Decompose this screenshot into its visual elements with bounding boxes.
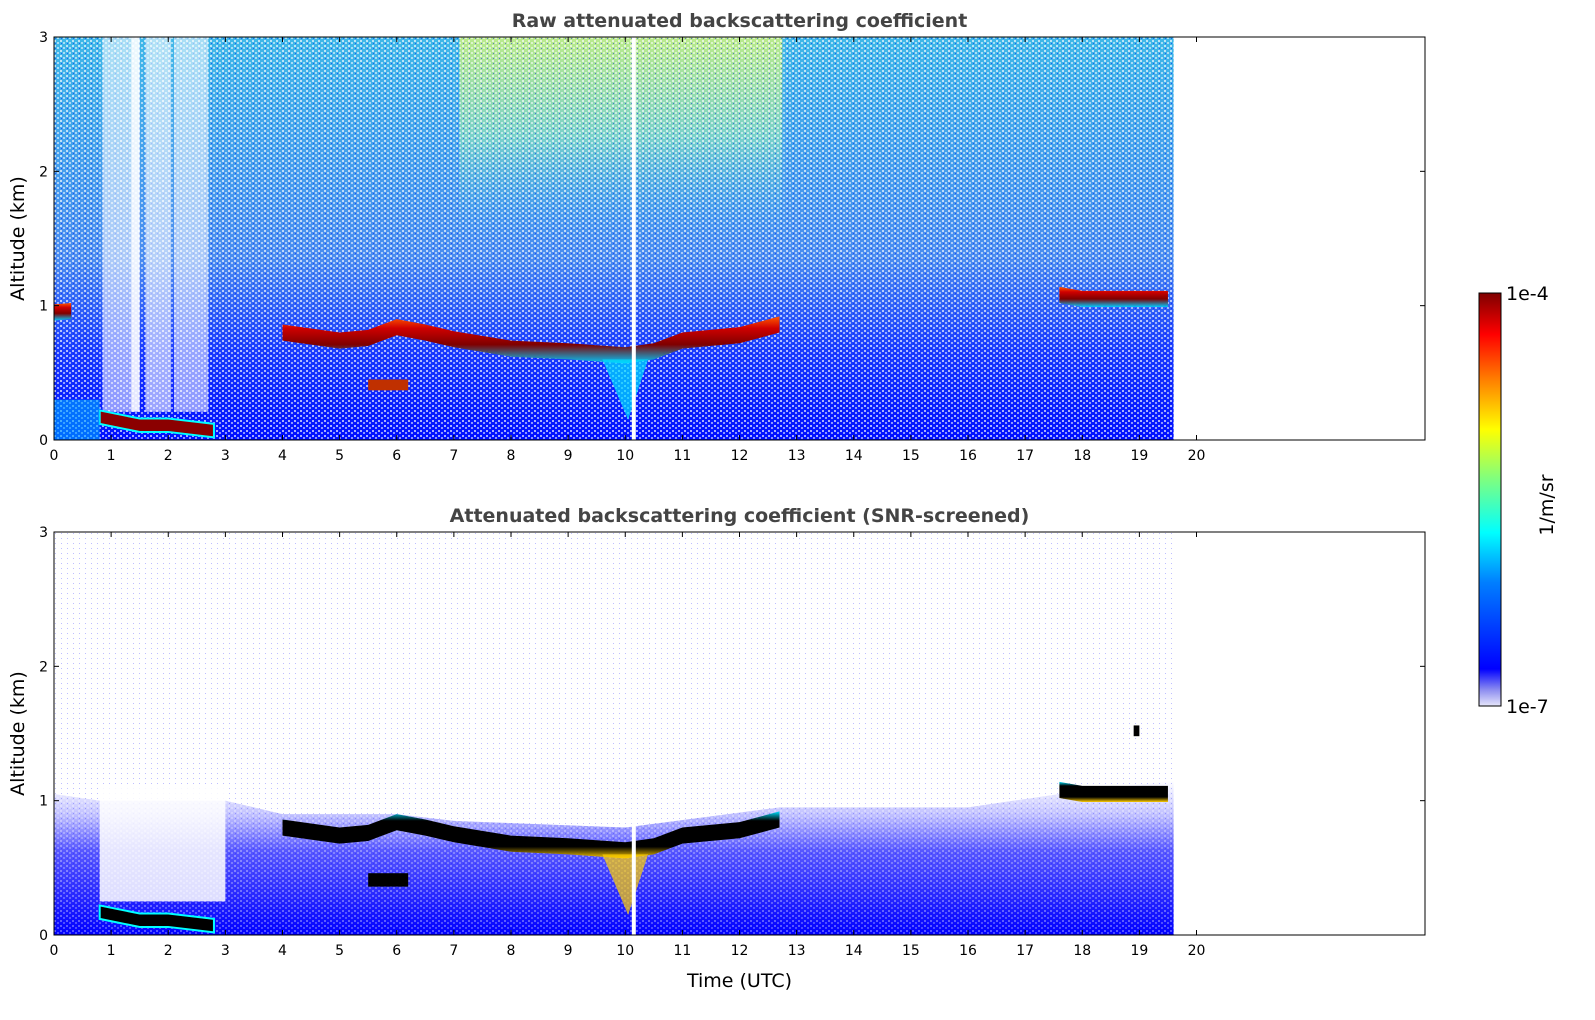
x-tick-label: 1 [107, 448, 116, 464]
x-tick-label: 14 [845, 943, 863, 959]
x-tick-label: 7 [449, 943, 458, 959]
elevated-layer [1133, 725, 1140, 737]
x-tick-label: 10 [616, 943, 634, 959]
x-tick-label: 4 [278, 448, 287, 464]
x-tick-label: 2 [164, 448, 173, 464]
x-tick-label: 8 [507, 943, 516, 959]
surface-layer [54, 399, 100, 440]
x-tick-label: 0 [50, 943, 59, 959]
x-axis-label: Time (UTC) [686, 970, 792, 992]
colorbar-gradient [1478, 292, 1502, 707]
low-level-layer [98, 409, 215, 439]
chart-title: Raw attenuated backscattering coefficien… [512, 10, 968, 32]
x-tick-label: 9 [564, 943, 573, 959]
x-tick-label: 6 [392, 448, 401, 464]
colorbar-label: 1/m/sr [1536, 474, 1558, 535]
x-tick-label: 8 [507, 448, 516, 464]
x-tick-label: 13 [788, 943, 806, 959]
x-tick-label: 20 [1188, 448, 1206, 464]
x-tick-label: 11 [673, 448, 691, 464]
x-tick-label: 14 [845, 448, 863, 464]
y-tick-label: 2 [39, 659, 48, 675]
x-tick-label: 2 [164, 943, 173, 959]
cloud-layer [282, 316, 780, 364]
y-tick-label: 1 [39, 794, 48, 810]
y-tick-label: 0 [39, 928, 48, 944]
x-tick-label: 9 [564, 448, 573, 464]
x-tick-label: 3 [221, 448, 230, 464]
x-tick-label: 18 [1073, 943, 1091, 959]
x-tick-label: 5 [335, 943, 344, 959]
precipitation-streak [602, 854, 649, 915]
x-tick-label: 4 [278, 943, 287, 959]
x-tick-label: 15 [902, 943, 920, 959]
x-tick-label: 12 [731, 448, 749, 464]
x-tick-label: 13 [788, 448, 806, 464]
cloud-layer [282, 811, 780, 859]
y-tick-label: 3 [39, 30, 48, 46]
snr-screened-panel: Attenuated backscattering coefficient (S… [7, 505, 1426, 992]
y-tick-label: 0 [39, 433, 48, 449]
y-tick-label: 3 [39, 525, 48, 541]
y-tick-label: 1 [39, 299, 48, 315]
y-axis-label: Altitude (km) [7, 671, 29, 796]
x-tick-label: 5 [335, 448, 344, 464]
cloud-layer [1059, 781, 1168, 803]
x-tick-label: 3 [221, 943, 230, 959]
x-tick-label: 7 [449, 448, 458, 464]
colorbar-max-label: 1e-4 [1506, 283, 1549, 305]
x-tick-label: 11 [673, 943, 691, 959]
cloud-layer [1059, 286, 1168, 308]
missing-data-band [145, 37, 172, 412]
x-tick-label: 20 [1188, 943, 1206, 959]
x-tick-label: 17 [1016, 943, 1034, 959]
x-tick-label: 19 [1130, 943, 1148, 959]
x-tick-label: 17 [1016, 448, 1034, 464]
x-tick-label: 1 [107, 943, 116, 959]
chart-title: Attenuated backscattering coefficient (S… [450, 505, 1030, 527]
screened-region [99, 787, 226, 902]
colorbar-min-label: 1e-7 [1506, 696, 1549, 718]
secondary-layer [368, 873, 409, 887]
y-axis-label: Altitude (km) [7, 176, 29, 301]
x-tick-label: 15 [902, 448, 920, 464]
x-tick-label: 0 [50, 448, 59, 464]
x-tick-label: 16 [959, 943, 977, 959]
missing-data-band [102, 37, 132, 412]
x-tick-label: 18 [1073, 448, 1091, 464]
colorbar: 1e-4 1e-7 1/m/sr [1478, 283, 1558, 718]
x-tick-label: 6 [392, 943, 401, 959]
y-tick-label: 2 [39, 164, 48, 180]
time-gap [631, 532, 636, 935]
time-gap [631, 37, 636, 440]
secondary-layer [368, 379, 409, 391]
precipitation-streak [602, 359, 649, 420]
cloud-layer [54, 302, 72, 321]
low-level-layer [98, 904, 215, 934]
missing-data-band [131, 37, 140, 412]
missing-data-band [173, 37, 209, 412]
x-tick-label: 19 [1130, 448, 1148, 464]
x-tick-label: 10 [616, 448, 634, 464]
x-tick-label: 16 [959, 448, 977, 464]
heatmap-image [54, 37, 1174, 440]
raw-backscatter-panel: Raw attenuated backscattering coefficien… [7, 10, 1426, 464]
heatmap-image [54, 532, 1174, 935]
x-tick-label: 12 [731, 943, 749, 959]
